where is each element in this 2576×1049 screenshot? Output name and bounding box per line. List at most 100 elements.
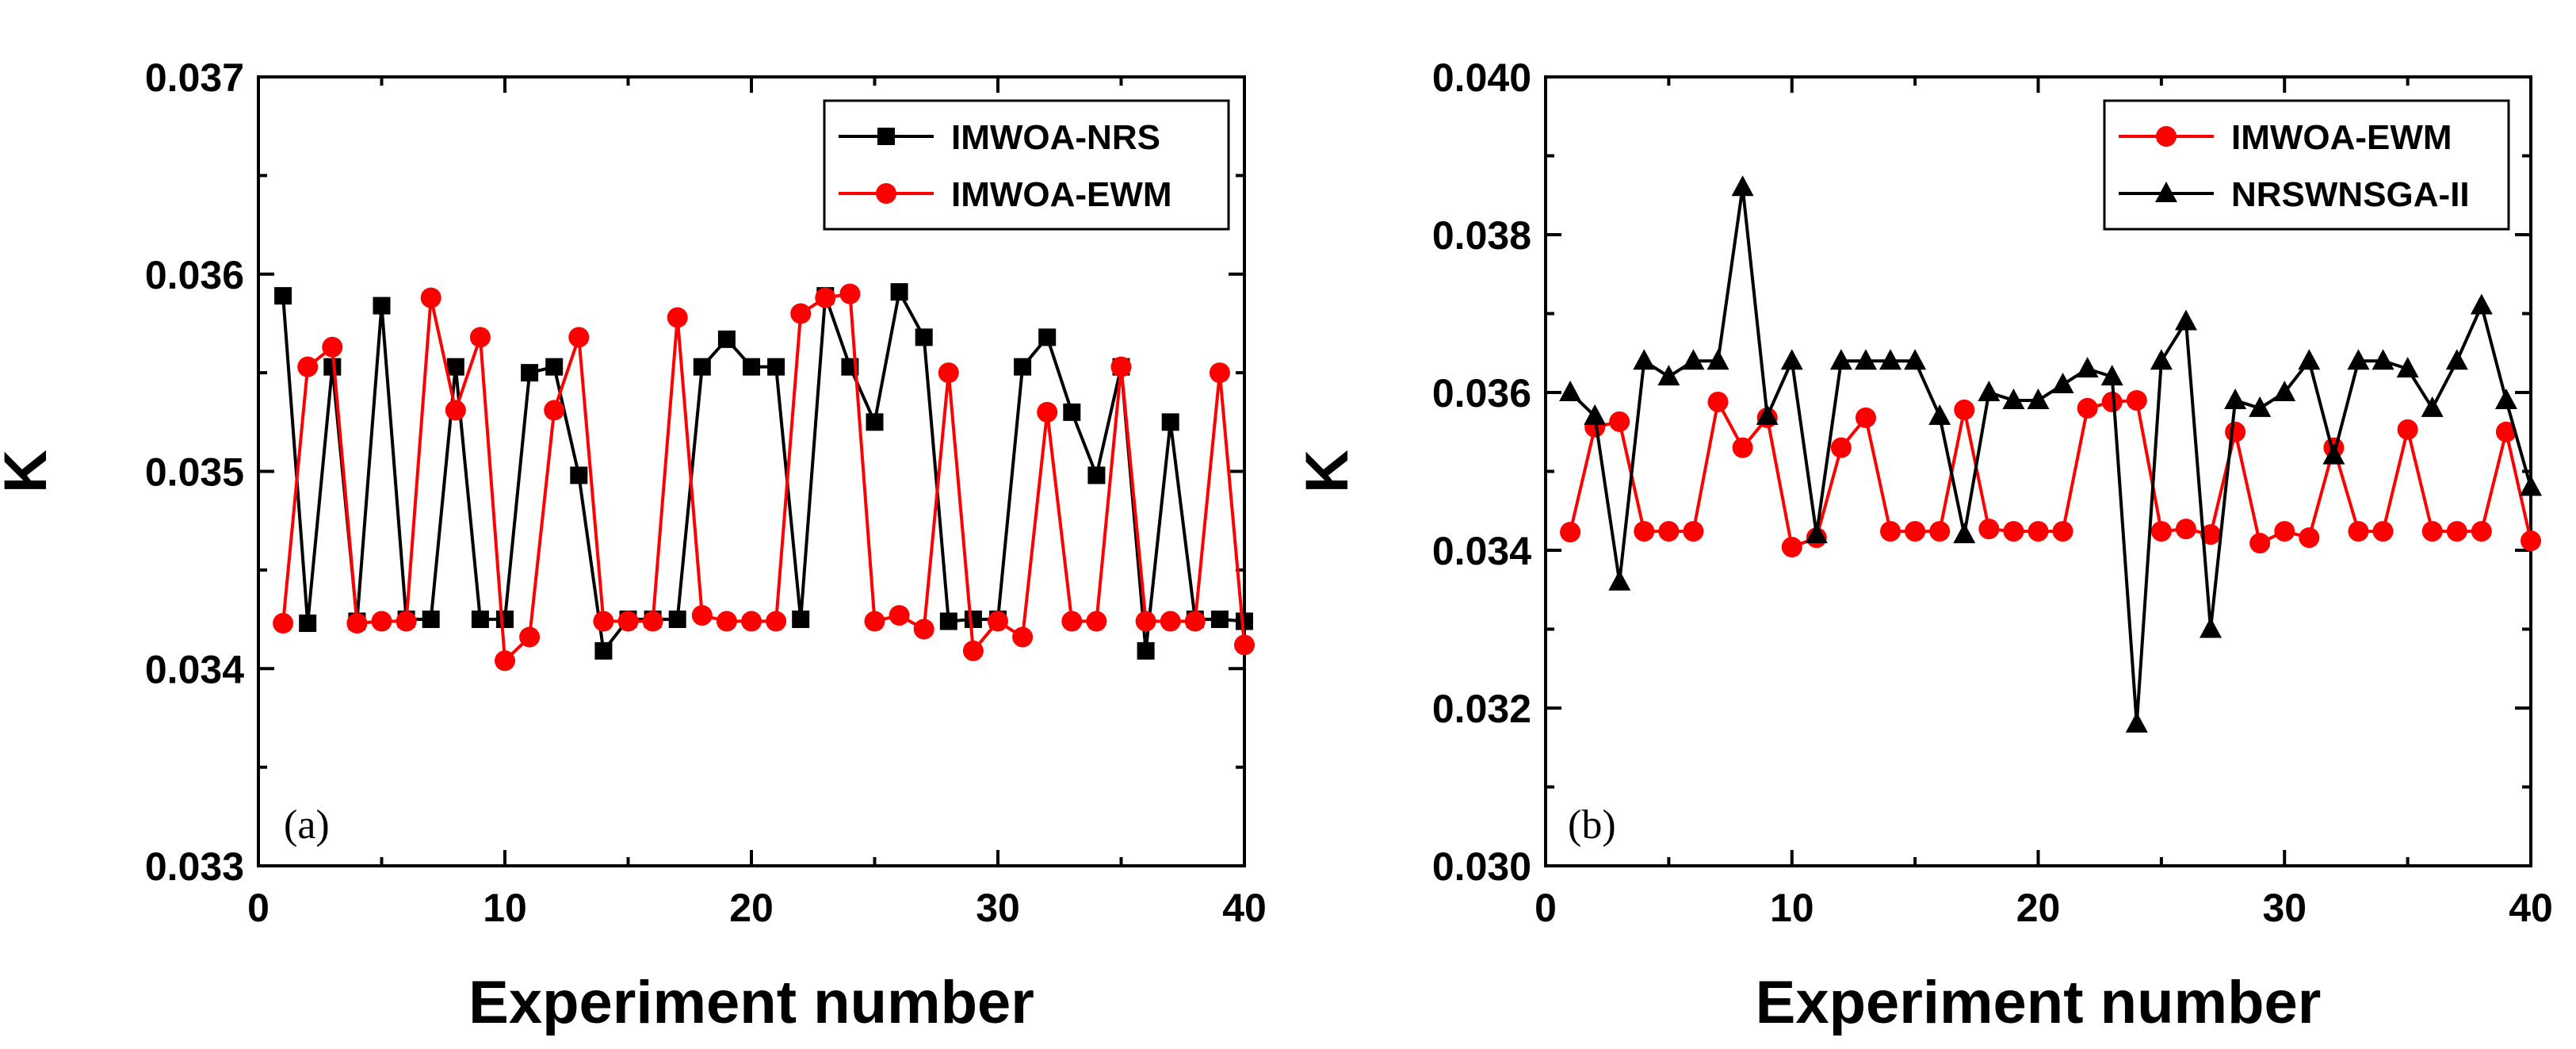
data-point-imwoa-ewm xyxy=(2397,419,2418,440)
data-point-imwoa-ewm xyxy=(1732,437,1753,458)
data-point-imwoa-ewm xyxy=(2175,519,2196,540)
y-tick-label: 0.036 xyxy=(1432,371,1531,415)
data-point-imwoa-ewm xyxy=(273,613,294,634)
data-point-imwoa-ewm xyxy=(741,611,762,632)
data-point-imwoa-ewm xyxy=(1855,407,1876,428)
data-point-nrswnsga-ii xyxy=(1879,349,1902,370)
data-point-imwoa-ewm xyxy=(2126,389,2147,411)
data-point-nrswnsga-ii xyxy=(1928,404,1951,425)
data-point-imwoa-nrs xyxy=(964,611,982,629)
data-point-imwoa-ewm xyxy=(2274,521,2295,542)
data-point-nrswnsga-ii xyxy=(1829,349,1852,370)
data-point-imwoa-nrs xyxy=(717,330,736,348)
data-point-imwoa-ewm xyxy=(420,287,441,308)
data-point-imwoa-ewm xyxy=(1037,401,1058,423)
y-tick-label: 0.040 xyxy=(1432,56,1531,100)
data-point-imwoa-nrs xyxy=(274,287,292,305)
data-point-imwoa-ewm xyxy=(617,611,639,632)
data-point-imwoa-ewm xyxy=(322,336,343,358)
x-tick-label: 10 xyxy=(483,886,527,930)
x-tick-label: 0 xyxy=(1535,886,1557,930)
data-point-nrswnsga-ii xyxy=(2273,381,2296,401)
data-point-imwoa-nrs xyxy=(668,611,686,629)
panel-label: (b) xyxy=(1568,802,1616,848)
data-point-nrswnsga-ii xyxy=(1657,365,1680,386)
data-point-imwoa-nrs xyxy=(299,614,317,633)
data-point-nrswnsga-ii xyxy=(1633,349,1656,370)
chart-panel-a: 0 10 20 30 40 0.033 0.034 0.035 0.036 0.037 Experi… xyxy=(0,56,1267,1036)
data-point-imwoa-nrs xyxy=(323,358,342,376)
data-point-imwoa-nrs xyxy=(521,364,539,382)
data-point-imwoa-nrs xyxy=(866,413,884,431)
data-point-imwoa-ewm xyxy=(396,611,417,632)
data-point-imwoa-ewm xyxy=(938,362,959,384)
data-point-imwoa-ewm xyxy=(1978,519,2000,540)
data-point-imwoa-ewm xyxy=(1658,521,1680,542)
data-point-imwoa-nrs xyxy=(471,611,489,629)
data-point-imwoa-ewm xyxy=(1110,356,1132,377)
data-point-nrswnsga-ii xyxy=(1608,569,1631,591)
data-point-imwoa-nrs xyxy=(1014,358,1032,376)
y-tick-label: 0.033 xyxy=(145,844,244,889)
data-point-imwoa-ewm xyxy=(2225,421,2246,442)
legend-label: IMWOA-EWM xyxy=(951,175,1172,214)
x-axis-title: Experiment number xyxy=(1756,969,2322,1036)
data-point-nrswnsga-ii xyxy=(1584,404,1607,425)
data-point-imwoa-nrs xyxy=(915,328,933,346)
data-point-nrswnsga-ii xyxy=(2470,293,2493,315)
data-point-imwoa-ewm xyxy=(766,611,787,632)
data-point-nrswnsga-ii xyxy=(2249,396,2272,417)
x-axis-title: Experiment number xyxy=(468,969,1034,1036)
data-point-nrswnsga-ii xyxy=(1559,381,1582,401)
data-point-imwoa-nrs xyxy=(767,358,785,376)
data-point-imwoa-ewm xyxy=(962,640,984,661)
series-line-nrswnsga-ii xyxy=(1569,187,2532,725)
y-tick-label: 0.036 xyxy=(145,253,244,297)
data-point-nrswnsga-ii xyxy=(1731,175,1754,197)
data-point-nrswnsga-ii xyxy=(2051,373,2074,394)
data-point-imwoa-nrs xyxy=(373,297,391,315)
x-tick-label: 40 xyxy=(1222,886,1267,930)
data-point-nrswnsga-ii xyxy=(1978,381,2001,401)
data-point-imwoa-nrs xyxy=(446,358,464,376)
data-point-imwoa-ewm xyxy=(1234,634,1255,656)
data-point-imwoa-ewm xyxy=(2150,521,2172,542)
data-point-imwoa-ewm xyxy=(1929,521,1951,542)
data-point-imwoa-ewm xyxy=(2495,421,2517,442)
chart-panel-b: 0 10 20 30 40 0.030 0.032 0.034 0.036 0.038 0.040 E… xyxy=(1294,56,2553,1036)
data-point-nrswnsga-ii xyxy=(2347,349,2370,370)
data-point-imwoa-ewm xyxy=(716,611,737,632)
series-line-imwoa-ewm xyxy=(1569,397,2532,549)
y-tick-label: 0.030 xyxy=(1432,844,1531,889)
legend-box xyxy=(823,99,1230,231)
data-point-imwoa-ewm xyxy=(2471,521,2492,542)
data-point-imwoa-ewm xyxy=(1012,626,1034,648)
data-point-imwoa-ewm xyxy=(1209,362,1230,384)
data-point-imwoa-ewm xyxy=(1609,411,1630,432)
data-point-imwoa-nrs xyxy=(545,358,564,376)
y-tick-label: 0.035 xyxy=(145,450,244,495)
data-point-imwoa-nrs xyxy=(1087,466,1106,484)
panel-label: (a) xyxy=(284,802,330,848)
data-point-nrswnsga-ii xyxy=(2520,475,2542,496)
data-point-nrswnsga-ii xyxy=(2027,388,2050,409)
legend-label: NRSWNSGA-II xyxy=(2231,175,2470,214)
data-point-imwoa-ewm xyxy=(1880,521,1901,542)
data-point-nrswnsga-ii xyxy=(2174,309,2197,331)
legend-marker-nrswnsga-ii xyxy=(2155,182,2177,202)
legend-label: IMWOA-EWM xyxy=(2231,118,2452,157)
data-point-imwoa-nrs xyxy=(570,466,588,484)
data-point-imwoa-ewm xyxy=(1160,611,1181,632)
data-point-imwoa-ewm xyxy=(2101,391,2123,412)
x-tick-label: 0 xyxy=(247,886,269,930)
data-point-imwoa-nrs xyxy=(422,611,440,629)
data-point-imwoa-nrs xyxy=(1137,641,1155,660)
data-point-imwoa-ewm xyxy=(1634,521,1655,542)
data-point-imwoa-ewm xyxy=(2348,521,2369,542)
data-point-imwoa-ewm xyxy=(544,400,565,421)
data-point-nrswnsga-ii xyxy=(1682,349,1705,370)
data-point-nrswnsga-ii xyxy=(1707,349,1729,370)
y-tick-label: 0.038 xyxy=(1432,213,1531,258)
data-point-nrswnsga-ii xyxy=(2076,357,2099,378)
